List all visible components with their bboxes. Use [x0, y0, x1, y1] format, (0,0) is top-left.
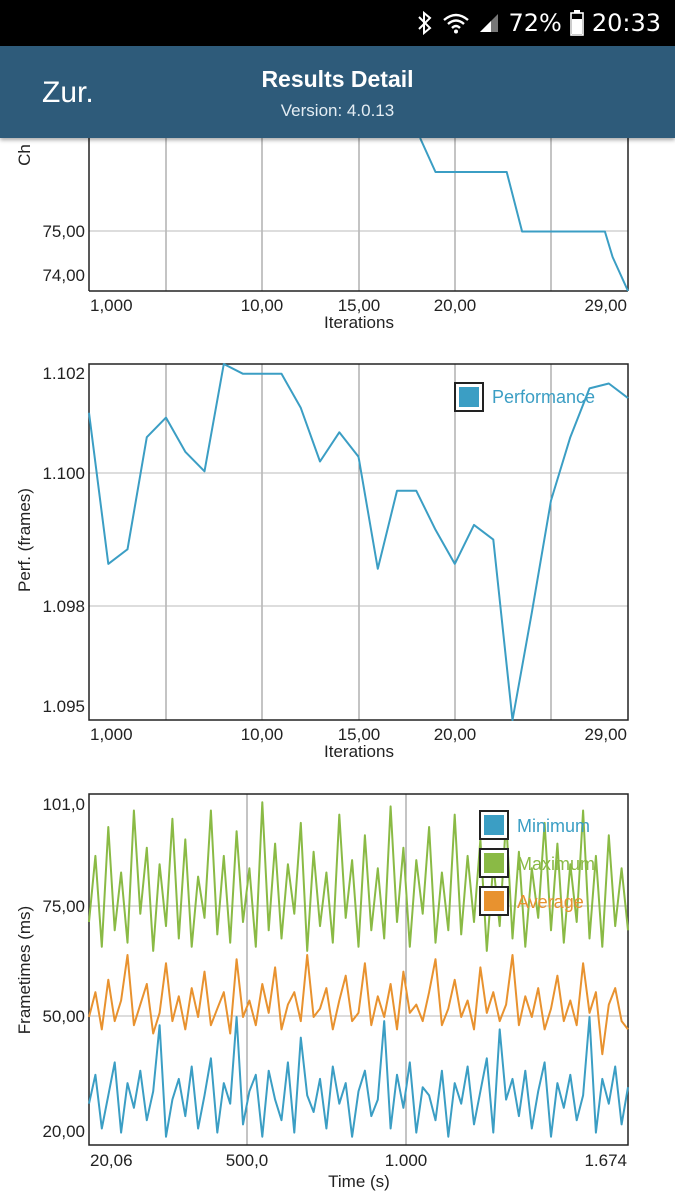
chart2-ytick-label: 1.095: [42, 697, 85, 716]
chart2-ylabel: Perf. (frames): [15, 488, 34, 592]
chart3-xtick-label: 500,0: [226, 1151, 269, 1170]
iterations-chart-partial: Ch 75,00 74,00 1,000 10,00 15,00 20,00 2…: [0, 138, 675, 338]
chart1-xtick-label: 15,00: [338, 296, 381, 315]
chart2-xtick-label: 15,00: [338, 725, 381, 744]
chart3-ytick-label: 50,00: [42, 1007, 85, 1026]
chart3-xtick-label: 1.674: [584, 1151, 627, 1170]
maximum-series-line: [88, 801, 629, 952]
clock: 20:33: [591, 9, 661, 37]
chart2-xtick-label: 29,00: [584, 725, 627, 744]
bluetooth-icon: [416, 11, 434, 35]
status-icons: 72% 20:33: [416, 8, 661, 38]
performance-chart: Perf. (frames) Performance 1.102 1.100 1…: [0, 352, 675, 762]
chart3-ytick-label: 101,0: [42, 795, 85, 814]
chart2-xtick-label: 10,00: [241, 725, 284, 744]
chart1-ytick-label: 74,00: [42, 266, 85, 285]
maximum-legend-label: Maximum: [517, 854, 595, 874]
chart2-ytick-label: 1.102: [42, 364, 85, 383]
wifi-icon: [442, 12, 470, 34]
performance-series-line: [88, 363, 629, 721]
chart3-ytick-label: 20,00: [42, 1122, 85, 1141]
chart1-xlabel: Iterations: [324, 313, 394, 332]
back-button[interactable]: Zur.: [42, 76, 94, 109]
minimum-legend-label: Minimum: [517, 816, 590, 836]
minimum-series-line: [88, 1016, 629, 1138]
chart1-xtick-label: 20,00: [434, 296, 477, 315]
chart2-xlabel: Iterations: [324, 742, 394, 761]
app-bar: Zur. Results Detail Version: 4.0.13: [0, 46, 675, 138]
performance-legend-label: Performance: [492, 387, 595, 407]
chart1-xtick-label: 10,00: [241, 296, 284, 315]
version-label: Version: 4.0.13: [280, 101, 395, 120]
chart1-ytick-label: 75,00: [42, 222, 85, 241]
chart2-xtick-label: 1,000: [90, 725, 133, 744]
chart1-xtick-label: 1,000: [90, 296, 133, 315]
chart3-ytick-label: 75,00: [42, 897, 85, 916]
chart3-ylabel: Frametimes (ms): [15, 906, 34, 1034]
chart1-xtick-label: 29,00: [584, 296, 627, 315]
chart3-xtick-label: 1.000: [385, 1151, 428, 1170]
battery-percent: 72%: [508, 9, 562, 37]
chart2-xtick-label: 20,00: [434, 725, 477, 744]
frametimes-chart: Frametimes (ms) 101,0 75,00 50,00 20,00 …: [0, 780, 675, 1200]
average-series-line: [88, 954, 629, 1056]
signal-icon: [478, 12, 500, 34]
chart2-ytick-label: 1.100: [42, 464, 85, 483]
chart1-ylabel: Ch: [15, 144, 34, 166]
page-title: Results Detail: [261, 66, 414, 92]
average-legend-label: Average: [517, 892, 584, 912]
battery-icon: [570, 10, 584, 36]
status-bar: 72% 20:33: [0, 0, 675, 46]
chart3-xlabel: Time (s): [328, 1172, 390, 1191]
chart2-ytick-label: 1.098: [42, 597, 85, 616]
chart3-xtick-label: 20,06: [90, 1151, 133, 1170]
frametimes-legend: Minimum Maximum Average: [479, 810, 595, 916]
chart1-series-line: [419, 138, 629, 292]
